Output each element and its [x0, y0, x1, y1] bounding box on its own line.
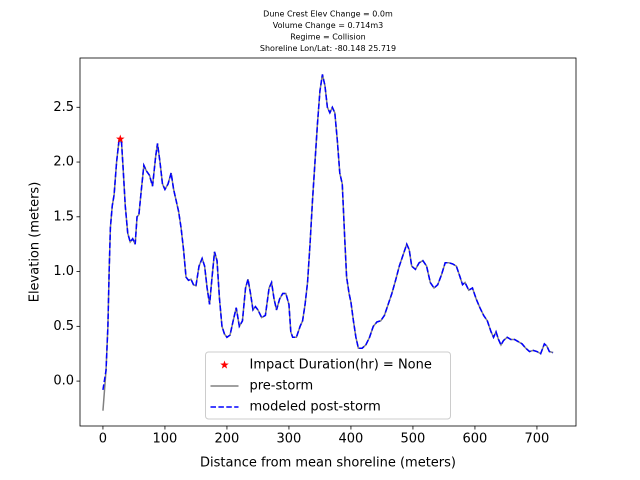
- chart-title: Volume Change = 0.714m3: [273, 21, 384, 30]
- y-axis-label: Elevation (meters): [28, 182, 43, 303]
- x-tick-label: 700: [525, 432, 550, 447]
- x-tick-label: 600: [463, 432, 488, 447]
- legend-box: [205, 351, 451, 420]
- x-tick-label: 400: [339, 432, 364, 447]
- x-tick-label: 0: [99, 432, 107, 447]
- x-axis-label: Distance from mean shoreline (meters): [200, 456, 456, 471]
- chart-title: Regime = Collision: [290, 33, 365, 42]
- legend-label: pre-storm: [250, 379, 314, 394]
- chart-title: Dune Crest Elev Change = 0.0m: [263, 10, 393, 19]
- plot-frame: [79, 57, 577, 427]
- y-tick-label: 0.5: [53, 319, 74, 334]
- x-tick-label: 100: [153, 432, 178, 447]
- y-tick-label: 1.0: [53, 264, 74, 279]
- legend-label: modeled post-storm: [250, 400, 381, 415]
- chart-title: Shoreline Lon/Lat: -80.148 25.719: [260, 44, 396, 53]
- y-tick-label: 2.5: [53, 100, 74, 115]
- legend-marker: [220, 360, 229, 369]
- legend-label: Impact Duration(hr) = None: [250, 358, 432, 373]
- y-tick-label: 1.5: [53, 209, 74, 224]
- impact-marker: [116, 134, 125, 143]
- x-tick-label: 500: [401, 432, 426, 447]
- y-tick-label: 0.0: [53, 374, 74, 389]
- y-tick-label: 2.0: [53, 155, 74, 170]
- x-tick-label: 300: [277, 432, 302, 447]
- series-line: [102, 74, 554, 390]
- x-tick-label: 200: [215, 432, 240, 447]
